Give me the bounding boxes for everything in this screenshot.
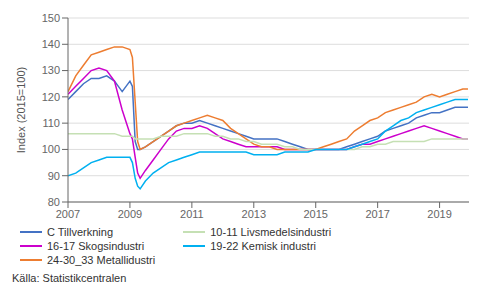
svg-text:2017: 2017 (365, 208, 389, 220)
svg-text:2015: 2015 (303, 208, 327, 220)
svg-text:150: 150 (42, 12, 60, 24)
svg-text:100: 100 (42, 143, 60, 155)
html-text:C Tillverkning: C Tillverkning (47, 226, 113, 238)
html-text:Källa: Statistikcentralen: Källa: Statistikcentralen (12, 272, 127, 284)
svg-text:80: 80 (48, 196, 60, 208)
html-text:16-17 Skogsindustri: 16-17 Skogsindustri (47, 240, 145, 252)
svg-text:130: 130 (42, 64, 60, 76)
svg-text:140: 140 (42, 38, 60, 50)
svg-text:2013: 2013 (242, 208, 266, 220)
html-text:24-30_33 Metallidustri: 24-30_33 Metallidustri (47, 254, 156, 266)
svg-text:110: 110 (42, 117, 60, 129)
svg-text:2019: 2019 (427, 208, 451, 220)
svg-text:90: 90 (48, 170, 60, 182)
html-text:10-11 Livsmedelsindustri: 10-11 Livsmedelsindustri (210, 226, 332, 238)
html-text:19-22 Kemisk industri: 19-22 Kemisk industri (210, 240, 316, 252)
svg-text:2009: 2009 (118, 208, 142, 220)
svg-text:Index (2015=100): Index (2015=100) (15, 67, 27, 154)
svg-text:2011: 2011 (180, 208, 204, 220)
svg-text:120: 120 (42, 91, 60, 103)
svg-text:2007: 2007 (56, 208, 80, 220)
